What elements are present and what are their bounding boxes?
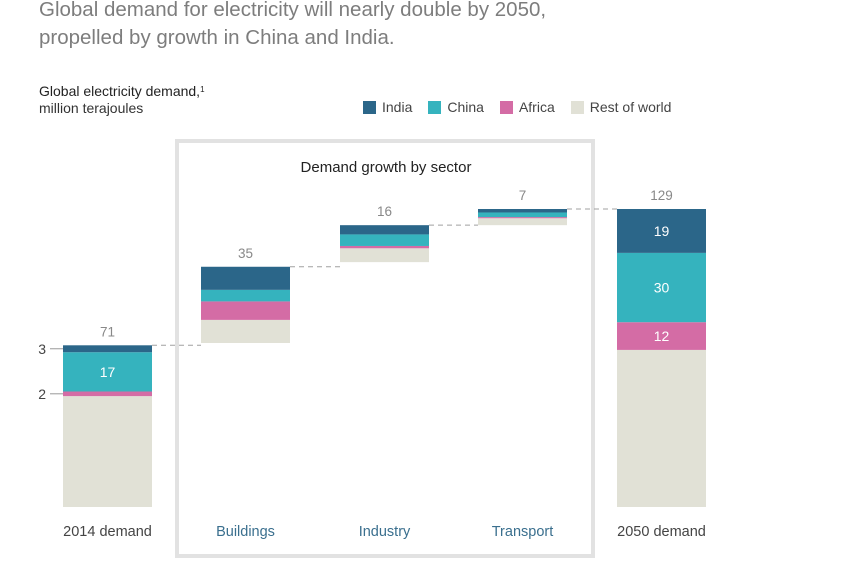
bar-segment-china-3	[478, 212, 567, 218]
y-axis-unit: million terajoules	[39, 100, 144, 116]
bar-segment-africa-1	[201, 301, 290, 320]
chart-title-line-2: propelled by growth in China and India.	[39, 26, 395, 49]
category-label-3: Transport	[492, 524, 554, 540]
bar-segment-china-1	[201, 289, 290, 302]
category-label-4: 2050 demand	[617, 524, 706, 540]
legend-swatch-china	[428, 100, 442, 114]
legend-label-china: China	[447, 99, 484, 115]
legend-item-africa: Africa	[499, 99, 555, 115]
bar-segment-africa-0	[63, 391, 152, 397]
bar-segment-india-4	[617, 209, 706, 253]
legend-item-rest: Rest of world	[570, 99, 672, 115]
legend-item-india: India	[363, 99, 412, 115]
bar-segment-india-0	[63, 345, 152, 353]
data-label-3: 12	[654, 328, 670, 344]
bar-total-label-1: 35	[238, 246, 253, 261]
legend-label-africa: Africa	[518, 99, 555, 115]
bar-total-label-2: 16	[377, 204, 392, 219]
bar-total-label-4: 129	[650, 188, 673, 203]
category-label-1: Buildings	[216, 524, 275, 540]
legend-swatch-rest	[570, 100, 584, 114]
side-label-1: 2	[38, 386, 46, 402]
data-label-2: 30	[654, 280, 670, 296]
chart-title-line-1: Global demand for electricity will nearl…	[39, 0, 547, 21]
bar-segment-rest-4	[617, 349, 706, 507]
side-label-0: 3	[38, 341, 46, 357]
y-axis-title: Global electricity demand,1 million tera…	[39, 83, 205, 117]
bar-segment-rest-1	[201, 319, 290, 343]
footnote-marker: 1	[200, 85, 205, 94]
bar-segment-india-3	[478, 209, 567, 213]
bar-segment-china-2	[340, 234, 429, 246]
category-label-0: 2014 demand	[63, 524, 152, 540]
sector-box-title: Demand growth by sector	[301, 159, 472, 176]
category-label-2: Industry	[359, 524, 411, 540]
data-label-1: 19	[654, 223, 670, 239]
data-label-0: 17	[100, 364, 116, 380]
bar-segment-rest-2	[340, 248, 429, 263]
legend: India China Africa Rest of world	[363, 99, 687, 115]
legend-label-india: India	[382, 99, 413, 115]
bar-segment-india-1	[201, 266, 290, 290]
bar-segment-india-2	[340, 225, 429, 235]
legend-label-rest: Rest of world	[589, 99, 672, 115]
bar-segment-rest-0	[63, 396, 152, 507]
bar-total-label-3: 7	[519, 188, 527, 203]
bar-segment-africa-3	[478, 217, 567, 219]
legend-swatch-africa	[499, 100, 513, 114]
y-axis-label: Global electricity demand,	[39, 83, 201, 99]
legend-swatch-india	[363, 100, 376, 114]
bar-segment-china-4	[617, 252, 706, 323]
chart-title: Global demand for electricity will nearl…	[39, 0, 839, 52]
bar-segment-rest-3	[478, 218, 567, 226]
bar-segment-africa-4	[617, 322, 706, 350]
bar-total-label-0: 71	[100, 324, 115, 339]
legend-item-china: China	[428, 99, 484, 115]
bar-segment-china-0	[63, 352, 152, 392]
bar-segment-africa-2	[340, 245, 429, 249]
sector-box	[175, 139, 595, 558]
